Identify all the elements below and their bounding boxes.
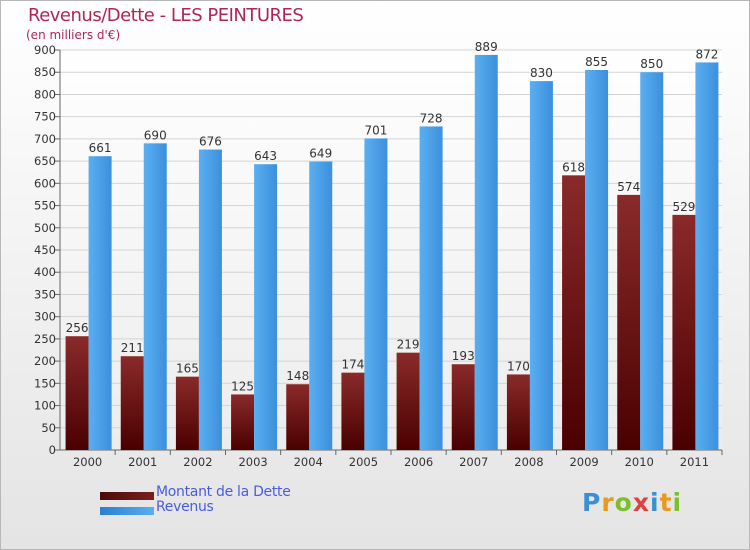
data-label-dette: 256 xyxy=(66,321,89,335)
y-tick-label: 100 xyxy=(34,399,56,413)
logo-letter: r xyxy=(601,488,615,517)
bar-revenus xyxy=(88,156,112,450)
y-tick-label: 50 xyxy=(41,421,56,435)
bar-revenus xyxy=(474,54,498,451)
x-tick-label: 2009 xyxy=(569,455,598,469)
data-label-revenus: 643 xyxy=(254,149,277,163)
bar-revenus xyxy=(695,62,719,450)
logo-letter: t xyxy=(659,488,673,517)
data-label-revenus: 728 xyxy=(420,111,443,125)
data-label-dette: 148 xyxy=(286,369,309,383)
data-label-revenus: 830 xyxy=(530,66,553,80)
data-label-revenus: 850 xyxy=(640,57,663,71)
y-tick-label: 750 xyxy=(34,110,56,124)
bar-dette xyxy=(451,364,475,450)
bar-revenus xyxy=(364,138,388,450)
bar-dette xyxy=(396,352,420,450)
data-label-revenus: 690 xyxy=(144,128,167,142)
bar-dette xyxy=(617,194,641,450)
data-label-revenus: 701 xyxy=(364,123,387,137)
y-axis-unit-label: (en milliers d'€) xyxy=(26,28,121,42)
legend-label-dette: Montant de la Dette xyxy=(156,484,291,500)
y-tick-label: 800 xyxy=(34,87,56,101)
data-label-revenus: 649 xyxy=(309,147,332,161)
x-tick-label: 2008 xyxy=(514,455,543,469)
y-tick-label: 650 xyxy=(34,154,56,168)
data-label-dette: 193 xyxy=(452,349,475,363)
x-tick-label: 2004 xyxy=(294,455,323,469)
y-tick-label: 400 xyxy=(34,265,56,279)
y-tick-label: 550 xyxy=(34,199,56,213)
bar-dette xyxy=(175,376,199,450)
bar-revenus xyxy=(254,164,278,450)
y-tick-label: 350 xyxy=(34,287,56,301)
bar-dette xyxy=(341,372,365,450)
data-label-dette: 219 xyxy=(397,338,420,352)
y-tick-label: 850 xyxy=(34,65,56,79)
data-label-dette: 125 xyxy=(231,379,254,393)
bar-dette xyxy=(672,214,696,450)
bar-revenus xyxy=(309,161,333,451)
data-label-dette: 574 xyxy=(617,180,640,194)
x-tick-label: 2003 xyxy=(238,455,267,469)
bar-dette xyxy=(506,374,530,450)
bar-revenus xyxy=(529,81,553,450)
x-tick-label: 2007 xyxy=(459,455,488,469)
data-label-dette: 174 xyxy=(341,358,364,372)
x-tick-label: 2001 xyxy=(128,455,157,469)
legend-label-revenus: Revenus xyxy=(156,499,214,515)
bar-revenus xyxy=(640,72,664,450)
y-tick-label: 600 xyxy=(34,176,56,190)
data-label-dette: 170 xyxy=(507,359,530,373)
logo-letter: o xyxy=(614,488,633,517)
bar-revenus xyxy=(143,143,167,451)
logo-letter: i xyxy=(650,488,660,517)
bar-dette xyxy=(65,336,89,450)
y-tick-label: 700 xyxy=(34,132,56,146)
x-tick-label: 2000 xyxy=(73,455,102,469)
data-label-dette: 618 xyxy=(562,160,585,174)
x-tick-label: 2010 xyxy=(625,455,654,469)
data-label-revenus: 872 xyxy=(695,47,718,61)
bar-dette xyxy=(120,356,144,450)
y-tick-label: 250 xyxy=(34,332,56,346)
x-tick-label: 2011 xyxy=(680,455,709,469)
bar-dette xyxy=(562,175,586,451)
logo-letter: i xyxy=(672,488,683,517)
bar-revenus xyxy=(198,149,222,451)
bar-revenus xyxy=(585,70,609,450)
y-tick-label: 150 xyxy=(34,376,56,390)
y-tick-label: 300 xyxy=(34,310,56,324)
data-label-dette: 211 xyxy=(121,341,144,355)
y-tick-label: 900 xyxy=(34,43,56,57)
y-tick-label: 450 xyxy=(34,243,56,257)
y-tick-label: 0 xyxy=(49,443,56,457)
x-tick-label: 2005 xyxy=(349,455,378,469)
y-tick-label: 200 xyxy=(34,354,56,368)
bar-revenus xyxy=(419,126,443,450)
proxiti-logo: Proxiti xyxy=(582,488,682,517)
logo-letter: x xyxy=(632,488,650,517)
logo-letter: P xyxy=(582,488,602,517)
x-tick-label: 2006 xyxy=(404,455,433,469)
data-label-dette: 529 xyxy=(672,200,695,214)
data-label-revenus: 676 xyxy=(199,135,222,149)
data-label-revenus: 855 xyxy=(585,55,608,69)
data-label-dette: 165 xyxy=(176,362,199,376)
legend-swatch-revenus xyxy=(100,507,154,515)
data-label-revenus: 661 xyxy=(89,141,112,155)
chart-title: Revenus/Dette - LES PEINTURES xyxy=(28,5,304,26)
legend-swatch-dette xyxy=(100,492,154,500)
bar-dette xyxy=(286,384,310,450)
bar-dette xyxy=(231,394,255,450)
x-tick-label: 2002 xyxy=(183,455,212,469)
y-tick-label: 500 xyxy=(34,221,56,235)
data-label-revenus: 889 xyxy=(475,40,498,54)
